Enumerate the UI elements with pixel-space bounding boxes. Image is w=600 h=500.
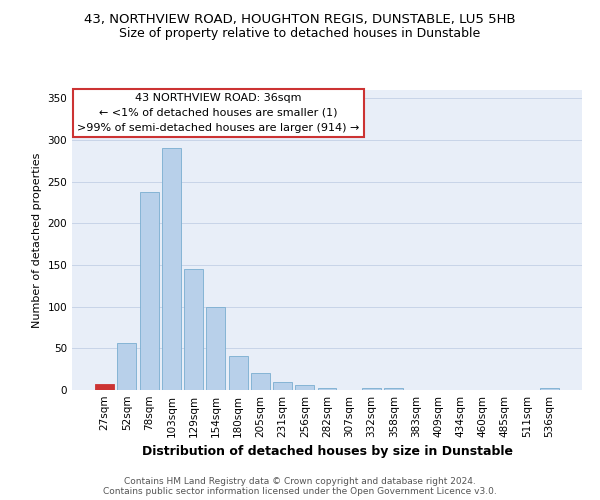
- Bar: [540, 388, 559, 390]
- X-axis label: Distribution of detached houses by size in Dunstable: Distribution of detached houses by size …: [142, 446, 512, 458]
- Bar: [317, 388, 337, 390]
- Bar: [118, 342, 136, 390]
- Bar: [362, 388, 381, 390]
- Text: 43 NORTHVIEW ROAD: 36sqm
← <1% of detached houses are smaller (1)
>99% of semi-d: 43 NORTHVIEW ROAD: 36sqm ← <1% of detach…: [77, 93, 359, 132]
- Bar: [95, 384, 114, 390]
- Text: Contains HM Land Registry data © Crown copyright and database right 2024.: Contains HM Land Registry data © Crown c…: [124, 477, 476, 486]
- Bar: [206, 306, 225, 390]
- Bar: [273, 382, 292, 390]
- Text: 43, NORTHVIEW ROAD, HOUGHTON REGIS, DUNSTABLE, LU5 5HB: 43, NORTHVIEW ROAD, HOUGHTON REGIS, DUNS…: [84, 12, 516, 26]
- Bar: [251, 374, 270, 390]
- Bar: [229, 356, 248, 390]
- Bar: [140, 192, 158, 390]
- Text: Size of property relative to detached houses in Dunstable: Size of property relative to detached ho…: [119, 28, 481, 40]
- Bar: [384, 388, 403, 390]
- Bar: [184, 269, 203, 390]
- Bar: [162, 148, 181, 390]
- Y-axis label: Number of detached properties: Number of detached properties: [32, 152, 42, 328]
- Text: Contains public sector information licensed under the Open Government Licence v3: Contains public sector information licen…: [103, 487, 497, 496]
- Bar: [295, 385, 314, 390]
